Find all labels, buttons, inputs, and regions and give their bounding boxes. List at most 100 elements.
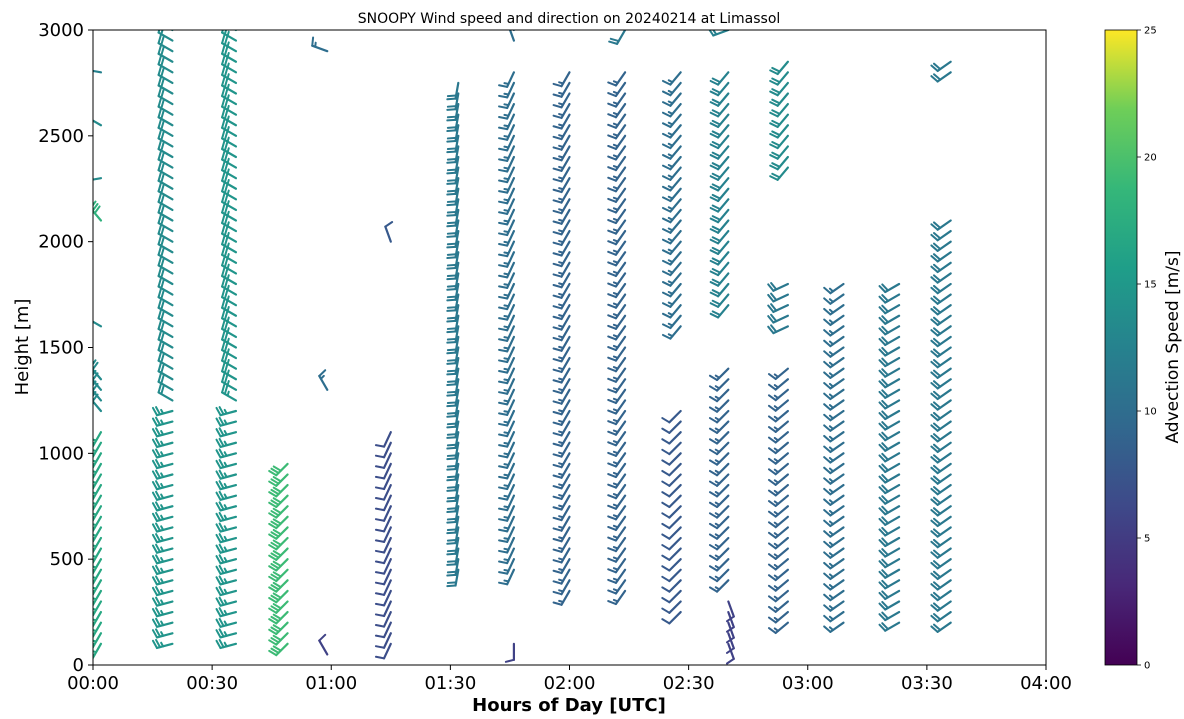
wind-barb xyxy=(552,155,571,172)
wind-barb xyxy=(552,304,571,321)
wind-barb xyxy=(220,277,238,296)
wind-barb xyxy=(823,335,845,348)
wind-barb xyxy=(661,610,682,625)
wind-barb xyxy=(725,600,735,623)
wind-barb xyxy=(607,452,627,468)
wind-barb xyxy=(769,113,789,129)
wind-barb xyxy=(661,177,682,192)
wind-barb xyxy=(661,293,682,308)
wind-barb xyxy=(823,536,845,549)
wind-barb xyxy=(220,224,238,243)
wind-barb xyxy=(661,261,682,277)
wind-barb xyxy=(661,145,682,160)
wind-barb xyxy=(446,473,460,492)
wind-barb xyxy=(767,441,789,455)
wind-barb xyxy=(661,558,682,572)
wind-barb xyxy=(552,187,571,204)
wind-barb xyxy=(498,325,516,342)
wind-barb xyxy=(607,155,627,172)
wind-barb xyxy=(709,251,730,266)
wind-barb xyxy=(268,610,289,625)
wind-barb xyxy=(446,81,460,101)
wind-barb xyxy=(446,526,460,545)
y-tick-label: 1500 xyxy=(38,338,84,359)
wind-barb xyxy=(215,511,238,523)
wind-barb xyxy=(708,536,730,551)
wind-barb xyxy=(552,536,571,553)
wind-barb xyxy=(769,81,789,97)
wind-barb xyxy=(552,102,571,120)
wind-barb xyxy=(552,483,571,501)
wind-barb xyxy=(930,325,952,337)
wind-barb xyxy=(823,600,845,612)
wind-barb xyxy=(878,621,901,632)
wind-barb xyxy=(930,272,952,284)
wind-barb xyxy=(552,356,571,374)
wind-barb xyxy=(769,92,789,107)
wind-barb xyxy=(151,469,174,480)
wind-barb xyxy=(661,219,682,234)
wind-barb xyxy=(220,383,238,402)
wind-barb xyxy=(823,356,845,369)
wind-barb xyxy=(498,187,516,205)
wind-barb xyxy=(607,399,627,415)
wind-barb xyxy=(552,346,571,363)
wind-barb xyxy=(709,166,730,181)
wind-barb xyxy=(498,536,516,554)
wind-barb xyxy=(767,600,789,613)
wind-barb xyxy=(446,155,460,175)
wind-barb xyxy=(498,346,516,364)
wind-barb xyxy=(508,30,516,42)
wind-barb xyxy=(607,473,627,489)
wind-barb xyxy=(823,568,845,581)
wind-barb xyxy=(220,161,238,180)
wind-barb xyxy=(930,621,952,633)
wind-barb xyxy=(661,547,682,561)
wind-barb xyxy=(878,610,901,622)
x-tick-label: 01:00 xyxy=(305,673,357,694)
wind-barb xyxy=(709,198,730,213)
y-tick-label: 0 xyxy=(73,655,84,676)
wind-barb xyxy=(661,494,682,509)
wind-barb xyxy=(709,272,730,287)
wind-barb xyxy=(930,600,952,612)
wind-barb xyxy=(823,378,845,390)
wind-barb xyxy=(607,198,627,214)
wind-barb xyxy=(157,161,174,180)
wind-barb xyxy=(498,81,516,99)
wind-barb xyxy=(93,200,103,222)
wind-barb xyxy=(552,409,571,426)
wind-barb xyxy=(498,356,516,374)
wind-barb xyxy=(374,431,392,448)
wind-barb xyxy=(220,34,238,53)
wind-barb xyxy=(607,102,627,119)
wind-barb xyxy=(930,589,952,602)
wind-barb xyxy=(157,140,174,159)
wind-barb xyxy=(220,97,238,116)
wind-barb xyxy=(215,638,238,650)
wind-barb xyxy=(767,473,789,486)
wind-barb xyxy=(661,526,682,540)
wind-barb xyxy=(661,124,682,139)
wind-barb xyxy=(498,431,516,448)
wind-barb xyxy=(268,632,289,646)
wind-barb xyxy=(552,282,571,299)
wind-barb xyxy=(220,214,238,233)
wind-barb xyxy=(823,526,845,538)
wind-barb xyxy=(607,166,627,182)
wind-barb xyxy=(498,304,516,321)
wind-barb xyxy=(930,304,952,316)
wind-barb xyxy=(607,388,627,405)
wind-barb xyxy=(823,589,845,602)
wind-barb xyxy=(215,427,238,438)
wind-barb xyxy=(157,309,174,328)
wind-barb xyxy=(878,420,901,431)
wind-barb xyxy=(151,416,174,427)
wind-barb xyxy=(552,293,571,310)
wind-barb xyxy=(709,177,730,192)
wind-barb xyxy=(157,118,174,137)
wind-barb xyxy=(708,547,730,561)
wind-barb xyxy=(498,113,516,131)
wind-barb xyxy=(878,536,901,548)
wind-barb xyxy=(709,124,730,139)
